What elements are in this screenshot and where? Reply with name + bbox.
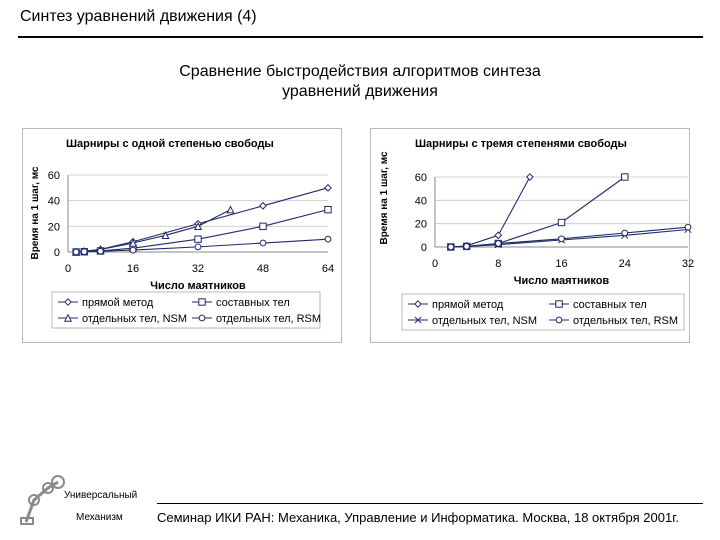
chart-1-ytick-label: 60 <box>48 170 60 182</box>
chart-2-series-4-point <box>447 243 455 251</box>
chart-1-series-2-point <box>194 235 202 243</box>
chart-1-series-3-point <box>193 222 203 231</box>
chart-1-series-3-point <box>161 230 170 240</box>
chart-2-legend <box>401 293 685 331</box>
chart-2-series-2-point <box>621 173 629 181</box>
chart-1-xtick-label: 16 <box>127 263 139 275</box>
chart-1-series-line-2 <box>76 209 329 253</box>
chart-2-xtick-label: 24 <box>619 258 631 270</box>
chart-2-y-axis-label: Время на 1 шаг, мс <box>379 151 390 244</box>
chart-1-x-axis-label: Число маятников <box>150 280 246 292</box>
chart-2-series-4-point <box>463 243 471 250</box>
title-divider <box>18 36 703 38</box>
chart-2-series-4-point <box>558 235 565 243</box>
chart-2-legend-label: составных тел <box>573 299 647 311</box>
chart-1-series-4-point <box>72 248 80 256</box>
chart-2-legend-label: отдельных тел, NSM <box>432 315 537 327</box>
chart-2-series-1-point <box>525 173 534 181</box>
chart-2-legend-label: прямой метод <box>432 299 504 311</box>
chart-1-legend-marker <box>63 313 73 322</box>
slide-title: Синтез уравнений движения (4) <box>20 8 257 25</box>
chart-1-legend-marker <box>198 314 206 322</box>
chart-1-series-2-point <box>259 222 267 231</box>
chart-1-series-1-point <box>259 201 267 210</box>
footer-text: Семинар ИКИ РАН: Механика, Управление и … <box>157 510 679 525</box>
chart-2-series-4-point <box>621 229 629 237</box>
chart-1-xtick-label: 32 <box>192 263 204 275</box>
chart-1-legend-label: составных тел <box>216 297 290 309</box>
chart-2-legend-marker <box>555 300 563 308</box>
chart-2-series-line-4 <box>450 226 689 248</box>
chart-2-legend-marker <box>555 316 563 324</box>
chart-1-series-4-point <box>324 235 332 243</box>
chart-1-legend <box>51 291 321 329</box>
chart-1-series-3-point <box>226 205 235 214</box>
chart-1-series-4-point <box>194 243 202 251</box>
chart-1-series-3-point <box>128 238 138 247</box>
chart-1-legend-marker <box>64 298 72 306</box>
chart-1-legend-label: прямой метод <box>82 297 154 309</box>
chart-2-series-line-2 <box>450 176 626 248</box>
chart-1-xtick-label: 64 <box>322 263 334 275</box>
chart-2-xtick-label: 32 <box>682 258 694 270</box>
chart-2-xtick-label: 8 <box>495 258 501 270</box>
chart-2-ytick-label: 20 <box>415 219 427 231</box>
chart-2-series-1-point <box>494 231 503 240</box>
chart-1-legend-label: отдельных тел, NSM <box>82 313 187 325</box>
chart-2-legend-label: отдельных тел, RSM <box>573 315 678 327</box>
chart-1-ytick-label: 40 <box>48 196 60 208</box>
chart-1-series-4-point <box>97 247 104 255</box>
logo-label-line1: Универсальный <box>64 490 138 501</box>
chart-1-series-2-point <box>324 205 332 214</box>
slide-subtitle: Сравнение быстродействия алгоритмов синт… <box>179 63 541 100</box>
chart-1-legend-label: отдельных тел, RSM <box>216 313 321 325</box>
chart-1-series-line-1 <box>76 187 329 253</box>
chart-2-series-4-point <box>684 223 692 231</box>
chart-2-xtick-label: 0 <box>432 258 438 270</box>
chart-1-series-4-point <box>80 248 88 256</box>
chart-2-x-axis-label: Число маятников <box>514 275 610 287</box>
logo-mechanism-icon <box>20 475 65 525</box>
footer-divider <box>157 503 703 504</box>
chart-1-ytick-label: 0 <box>54 247 60 259</box>
chart-2-legend-marker <box>414 316 422 324</box>
chart-2-title: Шарниры с тремя степенями свободы <box>415 138 627 150</box>
chart-1-y-axis-label: Время на 1 шаг, мс <box>30 166 41 259</box>
chart-2-series-2-point <box>557 218 566 227</box>
chart-2-legend-marker <box>414 300 422 308</box>
chart-2-ytick-label: 40 <box>415 195 427 207</box>
logo-label-line2: Механизм <box>76 512 123 523</box>
chart-2-ytick-label: 0 <box>421 242 427 254</box>
chart-2-series-4-point <box>494 240 502 247</box>
chart-1-series-4-point <box>259 239 267 247</box>
chart-1-series-4-point <box>129 246 137 254</box>
chart-2-xtick-label: 16 <box>555 258 567 270</box>
chart-2-ytick-label: 60 <box>415 172 427 184</box>
chart-1-legend-marker <box>198 298 206 306</box>
chart-1-xtick-label: 0 <box>65 263 71 275</box>
chart-1-ytick-label: 20 <box>48 221 60 233</box>
chart-1-series-1-point <box>324 183 332 192</box>
chart-1-title: Шарниры с одной степенью свободы <box>66 138 274 150</box>
chart-1-xtick-label: 48 <box>257 263 269 275</box>
